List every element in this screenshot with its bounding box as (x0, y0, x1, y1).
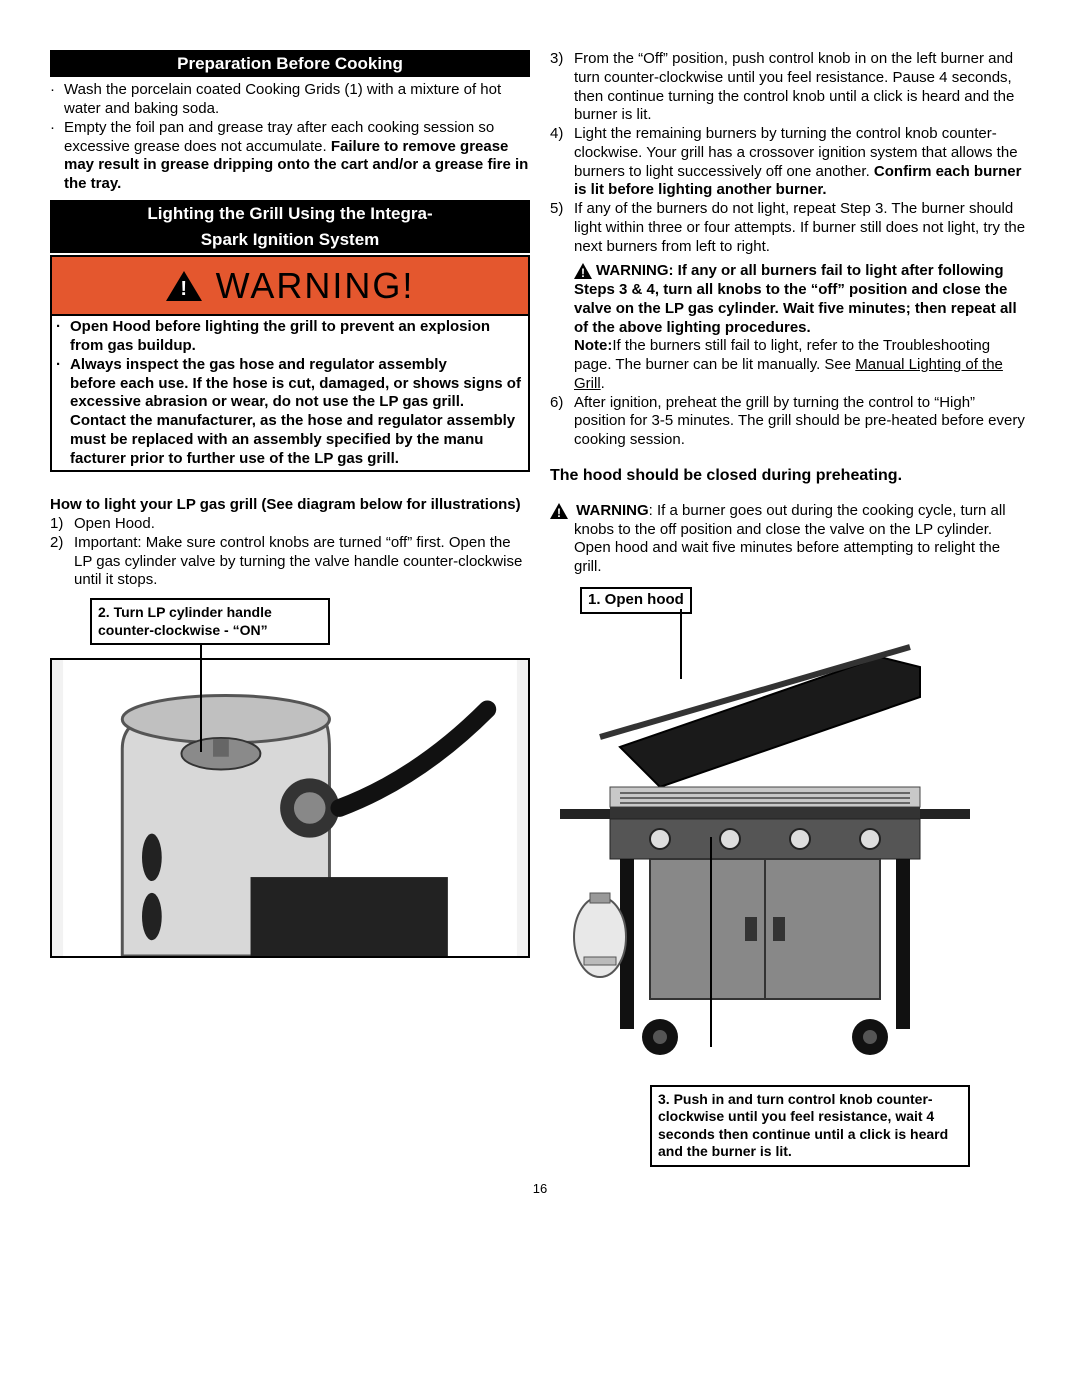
list-text: Wash the porcelain coated Cooking Grids … (64, 81, 530, 119)
page-number: 16 (50, 1181, 1030, 1197)
cylinder-diagram: 2. Turn LP cylinder handle counter-clock… (50, 598, 530, 978)
list-text: Empty the foil pan and grease tray after… (64, 119, 530, 194)
step-num: 6) (550, 394, 574, 450)
warning-out-body: WARNING: If a burner goes out during the… (574, 502, 1006, 575)
list-item: · Open Hood before lighting the grill to… (56, 318, 524, 356)
left-column: Preparation Before Cooking · Wash the po… (50, 50, 530, 1167)
header-lighting-b: Spark Ignition System (50, 226, 530, 253)
step-text: If any of the burners do not light, repe… (574, 200, 1030, 256)
warning-box: · Open Hood before lighting the grill to… (50, 316, 530, 472)
svg-text:!: ! (581, 266, 585, 279)
lead-line (680, 609, 682, 679)
warn-out-label: WARNING (576, 502, 649, 519)
right-column: 3) From the “Off” position, push control… (550, 50, 1030, 1167)
step-num: 2) (50, 534, 74, 590)
step-text: Important: Make sure control knobs are t… (74, 534, 530, 590)
svg-text:!: ! (557, 506, 561, 519)
bullet-dot: · (50, 81, 64, 119)
list-item: · Wash the porcelain coated Cooking Grid… (50, 81, 530, 119)
header-lighting-a: Lighting the Grill Using the Integra- (50, 200, 530, 227)
step-num: 3) (550, 50, 574, 125)
lead-line (710, 837, 712, 1047)
step-num: 4) (550, 125, 574, 200)
bullet-dot: · (56, 356, 70, 375)
step-item: 2) Important: Make sure control knobs ar… (50, 534, 530, 590)
cylinder-svg (50, 658, 530, 958)
callout-line1: 2. Turn LP cylinder handle (98, 604, 322, 622)
bullet-dot: · (56, 318, 70, 356)
step-text: From the “Off” position, push control kn… (574, 50, 1030, 125)
lead-line (200, 642, 202, 752)
warning-triangle-icon: ! (166, 271, 202, 301)
grill-diagram: 1. Open hood (550, 587, 1030, 1167)
page-columns: Preparation Before Cooking · Wash the po… (50, 50, 1030, 1167)
step-text: Open Hood. (74, 515, 530, 534)
warning-triangle-icon: ! (550, 503, 568, 519)
warning-banner: ! WARNING! (50, 255, 530, 316)
step-item: 3) From the “Off” position, push control… (550, 50, 1030, 125)
list-text: Always inspect the gas hose and regulato… (70, 356, 524, 375)
howto-title: How to light your LP gas grill (See diag… (50, 496, 530, 515)
step-item: 4) Light the remaining burners by turnin… (550, 125, 1030, 200)
warning-banner-text: WARNING! (216, 263, 415, 308)
callout-cylinder: 2. Turn LP cylinder handle counter-clock… (90, 598, 330, 645)
step-num: 5) (550, 200, 574, 256)
warning-triangle-icon: ! (574, 263, 592, 279)
note-block: Note:If the burners still fail to light,… (550, 337, 1030, 393)
callout-open-hood: 1. Open hood (580, 587, 692, 614)
list-item: · Always inspect the gas hose and regula… (56, 356, 524, 375)
callout-line2: counter-clockwise - “ON” (98, 622, 322, 640)
step-text: After ignition, preheat the grill by tur… (574, 394, 1030, 450)
step-item: 5) If any of the burners do not light, r… (550, 200, 1030, 256)
list-item: · Empty the foil pan and grease tray aft… (50, 119, 530, 194)
note-label: Note: (574, 337, 612, 354)
step-text: Light the remaining burners by turning t… (574, 125, 1030, 200)
header-preparation: Preparation Before Cooking (50, 50, 530, 77)
warning-fail-text: WARNING: If any or all burners fail to l… (574, 262, 1017, 335)
list-text: Open Hood before lighting the grill to p… (70, 318, 524, 356)
callout-push-knob: 3. Push in and turn control knob counter… (650, 1085, 970, 1167)
list-text-cont: before each use. If the hose is cut, dam… (56, 375, 524, 469)
step-item: 1) Open Hood. (50, 515, 530, 534)
prep-list: · Wash the porcelain coated Cooking Grid… (50, 81, 530, 194)
closed-hood-note: The hood should be closed during preheat… (550, 466, 1030, 486)
step-item: 6) After ignition, preheat the grill by … (550, 394, 1030, 450)
step-num: 1) (50, 515, 74, 534)
warning-banner-inner: ! WARNING! (52, 257, 528, 314)
warning-burner-out: ! WARNING: If a burner goes out during t… (550, 502, 1030, 577)
warning-fail: ! WARNING: If any or all burners fail to… (550, 262, 1030, 337)
note-dot: . (601, 375, 605, 392)
bullet-dot: · (50, 119, 64, 194)
grill-svg (550, 617, 1030, 1057)
